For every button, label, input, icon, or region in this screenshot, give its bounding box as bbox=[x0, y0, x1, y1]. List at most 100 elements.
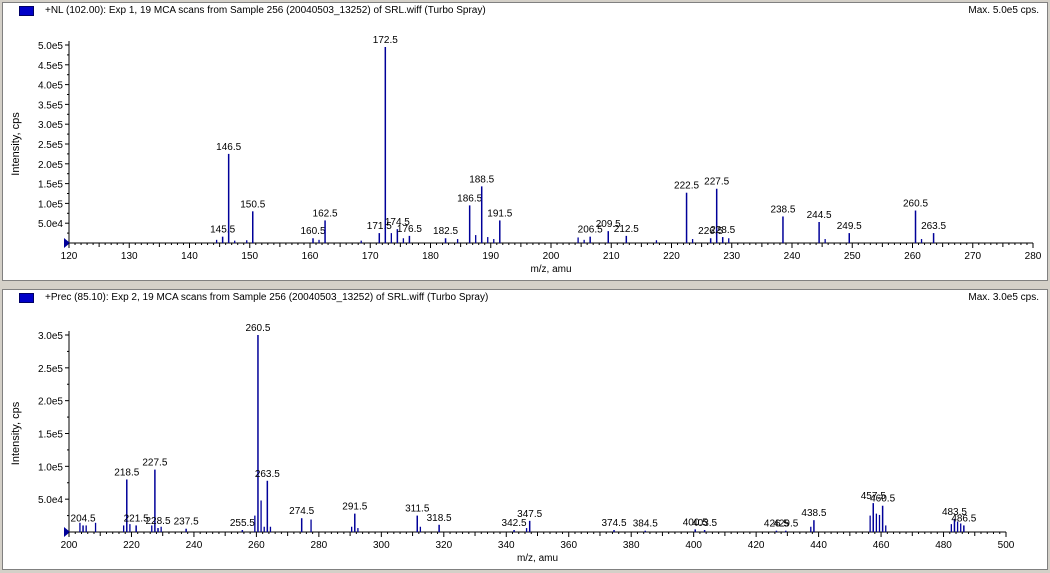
series-color-icon[interactable] bbox=[19, 6, 34, 16]
peak-label: 457.5 bbox=[861, 491, 886, 502]
peak-label: 460.5 bbox=[870, 494, 895, 505]
x-tick-label: 400 bbox=[685, 540, 702, 551]
peak-label: 244.5 bbox=[807, 210, 832, 221]
x-tick-label: 200 bbox=[543, 251, 560, 262]
x-tick-label: 260 bbox=[248, 540, 265, 551]
y-axis-label: Intensity, cps bbox=[10, 401, 22, 465]
peak-label: 222.5 bbox=[674, 181, 699, 192]
x-tick-label: 150 bbox=[241, 251, 258, 262]
peak-label: 172.5 bbox=[373, 35, 398, 46]
x-tick-label: 220 bbox=[123, 540, 140, 551]
x-tick-label: 180 bbox=[422, 251, 439, 262]
chart-title: +Prec (85.10): Exp 2, 19 MCA scans from … bbox=[45, 292, 489, 303]
peak-label: 438.5 bbox=[801, 508, 826, 519]
peak-label: 237.5 bbox=[174, 517, 199, 528]
x-tick-label: 130 bbox=[121, 251, 138, 262]
x-tick-label: 240 bbox=[186, 540, 203, 551]
x-tick-label: 270 bbox=[964, 251, 981, 262]
peak-label: 274.5 bbox=[289, 506, 314, 517]
peak-label: 227.5 bbox=[704, 177, 729, 188]
y-tick-label: 1.5e5 bbox=[38, 180, 63, 191]
peak-label: 486.5 bbox=[951, 513, 976, 524]
spectrum-chart-2: 200 220 240 260 280 300 320 340 360 380 400 420 440 4… bbox=[10, 323, 1015, 564]
x-tick-label: 360 bbox=[560, 540, 577, 551]
peak-label: 206.5 bbox=[578, 225, 603, 236]
y-tick-label: 2.0e5 bbox=[38, 160, 63, 171]
x-tick-label: 380 bbox=[623, 540, 640, 551]
x-axis-label: m/z, amu bbox=[517, 553, 558, 564]
spectrum-panel-1: 120 130 140 150 160 170 180 190 200 210 220 230 240 2… bbox=[2, 2, 1048, 281]
peak-label: 145.5 bbox=[210, 225, 235, 236]
y-tick-label: 3.5e5 bbox=[38, 100, 63, 111]
x-tick-label: 420 bbox=[748, 540, 765, 551]
y-tick-label: 1.5e5 bbox=[38, 430, 63, 441]
peak-label: 311.5 bbox=[405, 504, 430, 515]
peak-label: 182.5 bbox=[433, 226, 458, 237]
peak-label: 162.5 bbox=[313, 208, 338, 219]
peak-label: 191.5 bbox=[487, 208, 512, 219]
spectrum-chart-1: 120 130 140 150 160 170 180 190 200 210 220 230 240 2… bbox=[10, 35, 1042, 275]
peak-label: 483.5 bbox=[942, 507, 967, 518]
x-tick-label: 480 bbox=[935, 540, 952, 551]
peak-label: 263.5 bbox=[921, 221, 946, 232]
baseline-marker bbox=[64, 527, 70, 537]
peak-label: 291.5 bbox=[342, 502, 367, 513]
y-tick-label: 1.0e5 bbox=[38, 199, 63, 210]
peak-label: 204.5 bbox=[71, 513, 96, 524]
x-tick-label: 300 bbox=[373, 540, 390, 551]
peak-label: 260.5 bbox=[245, 323, 270, 334]
y-tick-label: 5.0e4 bbox=[38, 219, 63, 230]
peak-label: 347.5 bbox=[517, 509, 542, 520]
x-tick-label: 500 bbox=[998, 540, 1015, 551]
x-tick-label: 460 bbox=[873, 540, 890, 551]
x-tick-label: 250 bbox=[844, 251, 861, 262]
y-axis-label: Intensity, cps bbox=[10, 112, 22, 176]
x-tick-label: 230 bbox=[723, 251, 740, 262]
series-color-icon[interactable] bbox=[19, 293, 34, 303]
max-intensity-label: Max. 5.0e5 cps. bbox=[968, 5, 1039, 16]
peak-label: 188.5 bbox=[469, 174, 494, 185]
y-tick-label: 2.5e5 bbox=[38, 364, 63, 375]
x-tick-label: 140 bbox=[181, 251, 198, 262]
peak-label: 384.5 bbox=[633, 519, 658, 530]
x-axis-label: m/z, amu bbox=[530, 264, 571, 275]
y-tick-label: 5.0e4 bbox=[38, 495, 63, 506]
peak-label: 400.5 bbox=[683, 517, 708, 528]
x-tick-label: 220 bbox=[663, 251, 680, 262]
peak-label: 174.5 bbox=[385, 217, 410, 228]
x-tick-label: 320 bbox=[435, 540, 452, 551]
x-tick-label: 210 bbox=[603, 251, 620, 262]
peak-label: 374.5 bbox=[602, 518, 627, 529]
peak-label: 228.5 bbox=[710, 225, 735, 236]
spectrum-panel-2: 200 220 240 260 280 300 320 340 360 380 400 420 440 4… bbox=[2, 289, 1048, 570]
peak-label: 160.5 bbox=[300, 226, 325, 237]
peak-label: 186.5 bbox=[457, 193, 482, 204]
x-tick-label: 260 bbox=[904, 251, 921, 262]
peak-label: 212.5 bbox=[614, 224, 639, 235]
y-tick-label: 2.5e5 bbox=[38, 140, 63, 151]
peak-label: 150.5 bbox=[240, 199, 265, 210]
y-tick-label: 3.0e5 bbox=[38, 120, 63, 131]
peak-label: 342.5 bbox=[502, 518, 527, 529]
x-tick-label: 120 bbox=[61, 251, 78, 262]
x-tick-label: 440 bbox=[810, 540, 827, 551]
peak-label: 218.5 bbox=[114, 467, 139, 478]
peak-label: 260.5 bbox=[903, 199, 928, 210]
peak-label: 238.5 bbox=[770, 204, 795, 215]
x-tick-label: 340 bbox=[498, 540, 515, 551]
x-tick-label: 200 bbox=[61, 540, 78, 551]
peak-label: 255.5 bbox=[230, 518, 255, 529]
peak-label: 226.5 bbox=[698, 226, 723, 237]
y-tick-label: 2.0e5 bbox=[38, 397, 63, 408]
chart-title: +NL (102.00): Exp 1, 19 MCA scans from S… bbox=[45, 5, 486, 16]
peak-label: 146.5 bbox=[216, 142, 241, 153]
peak-label: 426.5 bbox=[764, 519, 789, 530]
x-tick-label: 280 bbox=[311, 540, 328, 551]
peak-label: 171.5 bbox=[367, 221, 392, 232]
peak-label: 318.5 bbox=[427, 513, 452, 524]
peak-label: 209.5 bbox=[596, 219, 621, 230]
y-tick-label: 4.5e5 bbox=[38, 61, 63, 72]
y-tick-label: 4.0e5 bbox=[38, 81, 63, 92]
y-tick-label: 3.0e5 bbox=[38, 331, 63, 342]
x-tick-label: 190 bbox=[482, 251, 499, 262]
